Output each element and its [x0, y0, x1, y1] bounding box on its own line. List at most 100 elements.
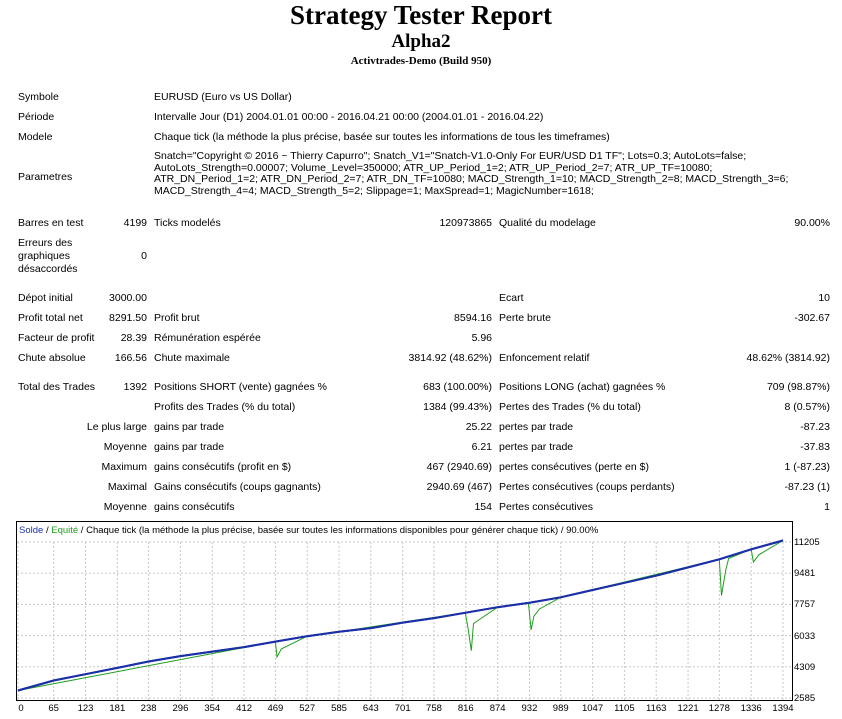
x-tick-label: 412	[236, 703, 253, 714]
x-tick-label: 123	[77, 703, 94, 714]
server-name: Activtrades-Demo (Build 950)	[350, 55, 492, 67]
gross-profit-label: Profit brut	[154, 312, 200, 324]
avg-cons-losses-value: 1	[824, 501, 830, 513]
x-tick-label: 932	[521, 703, 538, 714]
max-dd-value: 3814.92 (48.62%)	[408, 352, 492, 364]
model-label: Modele	[18, 131, 53, 143]
period-value: Intervalle Jour (D1) 2004.01.01 00:00 - …	[154, 111, 544, 123]
legend-sep: /	[43, 525, 52, 536]
x-tick-label: 1047	[581, 703, 604, 714]
x-tick-label: 1336	[740, 703, 762, 714]
profit-trades-value: 1384 (99.43%)	[423, 401, 492, 413]
x-tick-label: 296	[172, 703, 189, 714]
max-cons-wins-label: gains consécutifs (profit en $)	[154, 461, 292, 473]
x-tick-label: 643	[362, 703, 379, 714]
average-label: Moyenne	[103, 441, 147, 453]
legend-balance: Solde	[19, 525, 44, 536]
y-tick-label: 11205	[794, 537, 820, 548]
gross-loss-value: -302.67	[794, 312, 830, 324]
ticks-value: 120973865	[439, 217, 492, 229]
x-tick-label: 469	[267, 703, 284, 714]
x-tick-label: 874	[489, 703, 506, 714]
y-tick-label: 7757	[794, 599, 816, 611]
x-tick-label: 701	[394, 703, 411, 714]
legend-equity: Equité	[51, 525, 79, 536]
deposit-value: 3000.00	[109, 292, 147, 304]
largest-loss-value: -87.23	[800, 421, 830, 433]
short-label: Positions SHORT (vente) gagnées %	[154, 381, 327, 393]
maximal-label: Maximal	[107, 481, 147, 493]
average-loss-value: -37.83	[800, 441, 830, 453]
max-cons-losses-value: 1 (-87.23)	[784, 461, 830, 473]
rel-dd-value: 48.62% (3814.92)	[746, 352, 830, 364]
y-tick-label: 4309	[794, 661, 816, 673]
x-tick-label: 1221	[677, 703, 699, 714]
largest-profit-label: gains par trade	[154, 421, 225, 433]
avg-cons-label: Moyenne	[103, 501, 147, 513]
symbol-value: EURUSD (Euro vs US Dollar)	[154, 91, 292, 103]
errors-value: 0	[141, 250, 147, 262]
net-profit-value: 8291.50	[109, 312, 147, 324]
x-tick-label: 181	[109, 703, 126, 714]
expert-name: Alpha2	[391, 31, 451, 52]
x-tick-label: 238	[140, 703, 157, 714]
chart-legend: Solde / Equité / Chaque tick (la méthode…	[19, 525, 598, 536]
long-value: 709 (98.87%)	[766, 381, 830, 393]
x-tick-label: 1163	[646, 703, 667, 714]
loss-trades-value: 8 (0.57%)	[784, 401, 830, 413]
total-trades-value: 1392	[123, 381, 147, 393]
largest-loss-label: pertes par trade	[499, 421, 574, 433]
abs-dd-label: Chute absolue	[18, 352, 86, 364]
x-tick-label: 0	[18, 703, 24, 714]
equity-chart	[16, 521, 793, 701]
average-profit-value: 6.21	[471, 441, 492, 453]
maximal-cons-profit-value: 2940.69 (467)	[426, 481, 492, 493]
series-balance-line-top	[17, 539, 784, 692]
largest-profit-value: 25.22	[465, 421, 492, 433]
equity-chart-plot	[17, 539, 792, 700]
average-profit-label: gains par trade	[154, 441, 225, 453]
gross-loss-label: Perte brute	[499, 312, 551, 324]
legend-description: / Chaque tick (la méthode la plus précis…	[78, 525, 599, 536]
average-loss-label: pertes par trade	[499, 441, 574, 453]
maximum-label: Maximum	[101, 461, 147, 473]
x-tick-label: 527	[299, 703, 316, 714]
x-tick-label: 1105	[614, 703, 635, 714]
deposit-label: Dépot initial	[18, 292, 73, 304]
y-tick-label: 2585	[794, 693, 816, 704]
bars-label: Barres en test	[18, 217, 84, 229]
max-cons-losses-label: pertes consécutives (perte en $)	[499, 461, 649, 473]
x-tick-label: 585	[331, 703, 347, 714]
bars-value: 4199	[123, 217, 147, 229]
x-tick-label: 989	[552, 703, 569, 714]
profit-trades-label: Profits des Trades (% du total)	[154, 401, 296, 413]
spread-value: 10	[818, 292, 830, 304]
abs-dd-value: 166.56	[114, 352, 147, 364]
maximal-cons-loss-label: Pertes consécutives (coups perdants)	[499, 481, 675, 493]
x-tick-label: 816	[457, 703, 474, 714]
x-tick-label: 1278	[708, 703, 730, 714]
x-tick-label: 65	[48, 703, 59, 714]
maximal-cons-loss-value: -87.23 (1)	[784, 481, 830, 493]
series-equity-line	[17, 540, 784, 691]
maximal-cons-profit-label: Gains consécutifs (coups gagnants)	[154, 481, 321, 493]
model-value: Chaque tick (la méthode la plus précise,…	[154, 131, 610, 143]
rel-dd-label: Enfoncement relatif	[499, 352, 590, 364]
short-value: 683 (100.00%)	[423, 381, 492, 393]
expected-payoff-label: Rémunération espérée	[154, 332, 261, 344]
series-balance-line	[17, 539, 784, 692]
max-dd-label: Chute maximale	[154, 352, 230, 364]
quality-value: 90.00%	[794, 217, 830, 229]
avg-cons-wins-value: 154	[474, 501, 492, 513]
max-cons-wins-value: 467 (2940.69)	[426, 461, 492, 473]
params-value: Snatch="Copyright © 2016 ~ Thierry Capur…	[154, 150, 789, 197]
x-tick-label: 354	[204, 703, 221, 714]
expected-payoff-value: 5.96	[471, 332, 492, 344]
period-label: Période	[18, 111, 55, 123]
symbol-label: Symbole	[18, 91, 59, 103]
loss-trades-label: Pertes des Trades (% du total)	[499, 401, 641, 413]
long-label: Positions LONG (achat) gagnées %	[499, 381, 666, 393]
y-tick-label: 6033	[794, 630, 816, 642]
quality-label: Qualité du modelage	[499, 217, 596, 229]
spread-label: Ecart	[499, 292, 524, 304]
